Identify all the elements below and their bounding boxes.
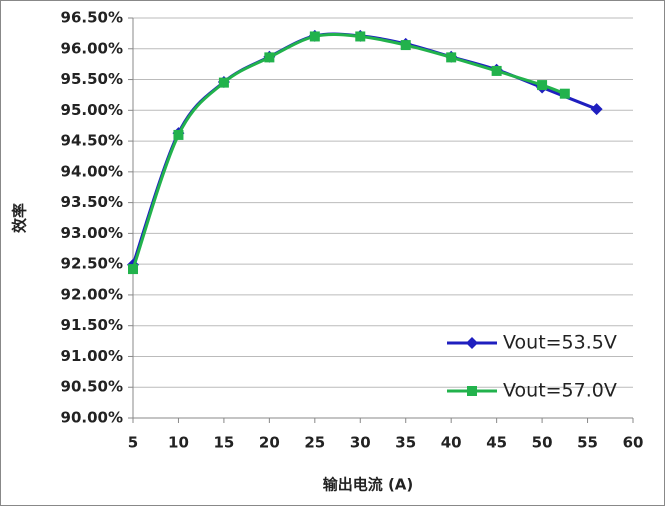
- marker: [309, 31, 320, 42]
- marker: [537, 80, 548, 91]
- marker: [491, 65, 502, 76]
- marker: [128, 264, 138, 275]
- x-tick-label: 30: [350, 434, 371, 452]
- x-tick-label: 45: [486, 434, 507, 452]
- x-tick-label: 55: [577, 434, 598, 452]
- y-tick-label: 95.00%: [61, 101, 123, 119]
- y-tick-label: 96.00%: [61, 39, 123, 57]
- y-tick-label: 92.00%: [61, 285, 123, 303]
- x-tick-label: 5: [128, 434, 138, 452]
- y-tick-label: 93.50%: [61, 193, 123, 211]
- marker: [355, 31, 366, 42]
- y-tick-label: 91.50%: [61, 316, 123, 334]
- marker: [559, 88, 570, 99]
- y-tick-label: 94.00%: [61, 162, 123, 180]
- marker: [218, 77, 229, 88]
- marker: [467, 386, 477, 396]
- marker: [590, 103, 603, 116]
- marker: [173, 129, 184, 140]
- y-tick-label: 90.00%: [61, 409, 123, 427]
- series-line: [131, 33, 566, 270]
- y-axis-label: 效率: [11, 203, 29, 233]
- x-tick-label: 10: [168, 434, 189, 452]
- x-tick-label: 60: [623, 434, 644, 452]
- marker: [446, 52, 457, 63]
- x-axis-label: 输出电流 (A): [323, 476, 414, 494]
- y-tick-label: 96.50%: [61, 9, 123, 27]
- x-tick-label: 15: [213, 434, 234, 452]
- y-tick-label: 94.50%: [61, 132, 123, 150]
- marker: [264, 52, 275, 63]
- marker: [466, 337, 478, 349]
- legend-label: Vout=53.5V: [503, 332, 617, 354]
- y-tick-label: 90.50%: [61, 378, 123, 396]
- y-tick-label: 95.50%: [61, 70, 123, 88]
- y-tick-label: 92.50%: [61, 255, 123, 273]
- legend-label: Vout=57.0V: [503, 380, 617, 402]
- y-tick-label: 93.00%: [61, 224, 123, 242]
- x-tick-label: 20: [259, 434, 280, 452]
- y-tick-label: 91.00%: [61, 347, 123, 365]
- x-tick-label: 50: [532, 434, 553, 452]
- x-tick-label: 40: [441, 434, 462, 452]
- x-tick-label: 35: [395, 434, 416, 452]
- marker: [400, 40, 411, 51]
- x-tick-label: 25: [304, 434, 325, 452]
